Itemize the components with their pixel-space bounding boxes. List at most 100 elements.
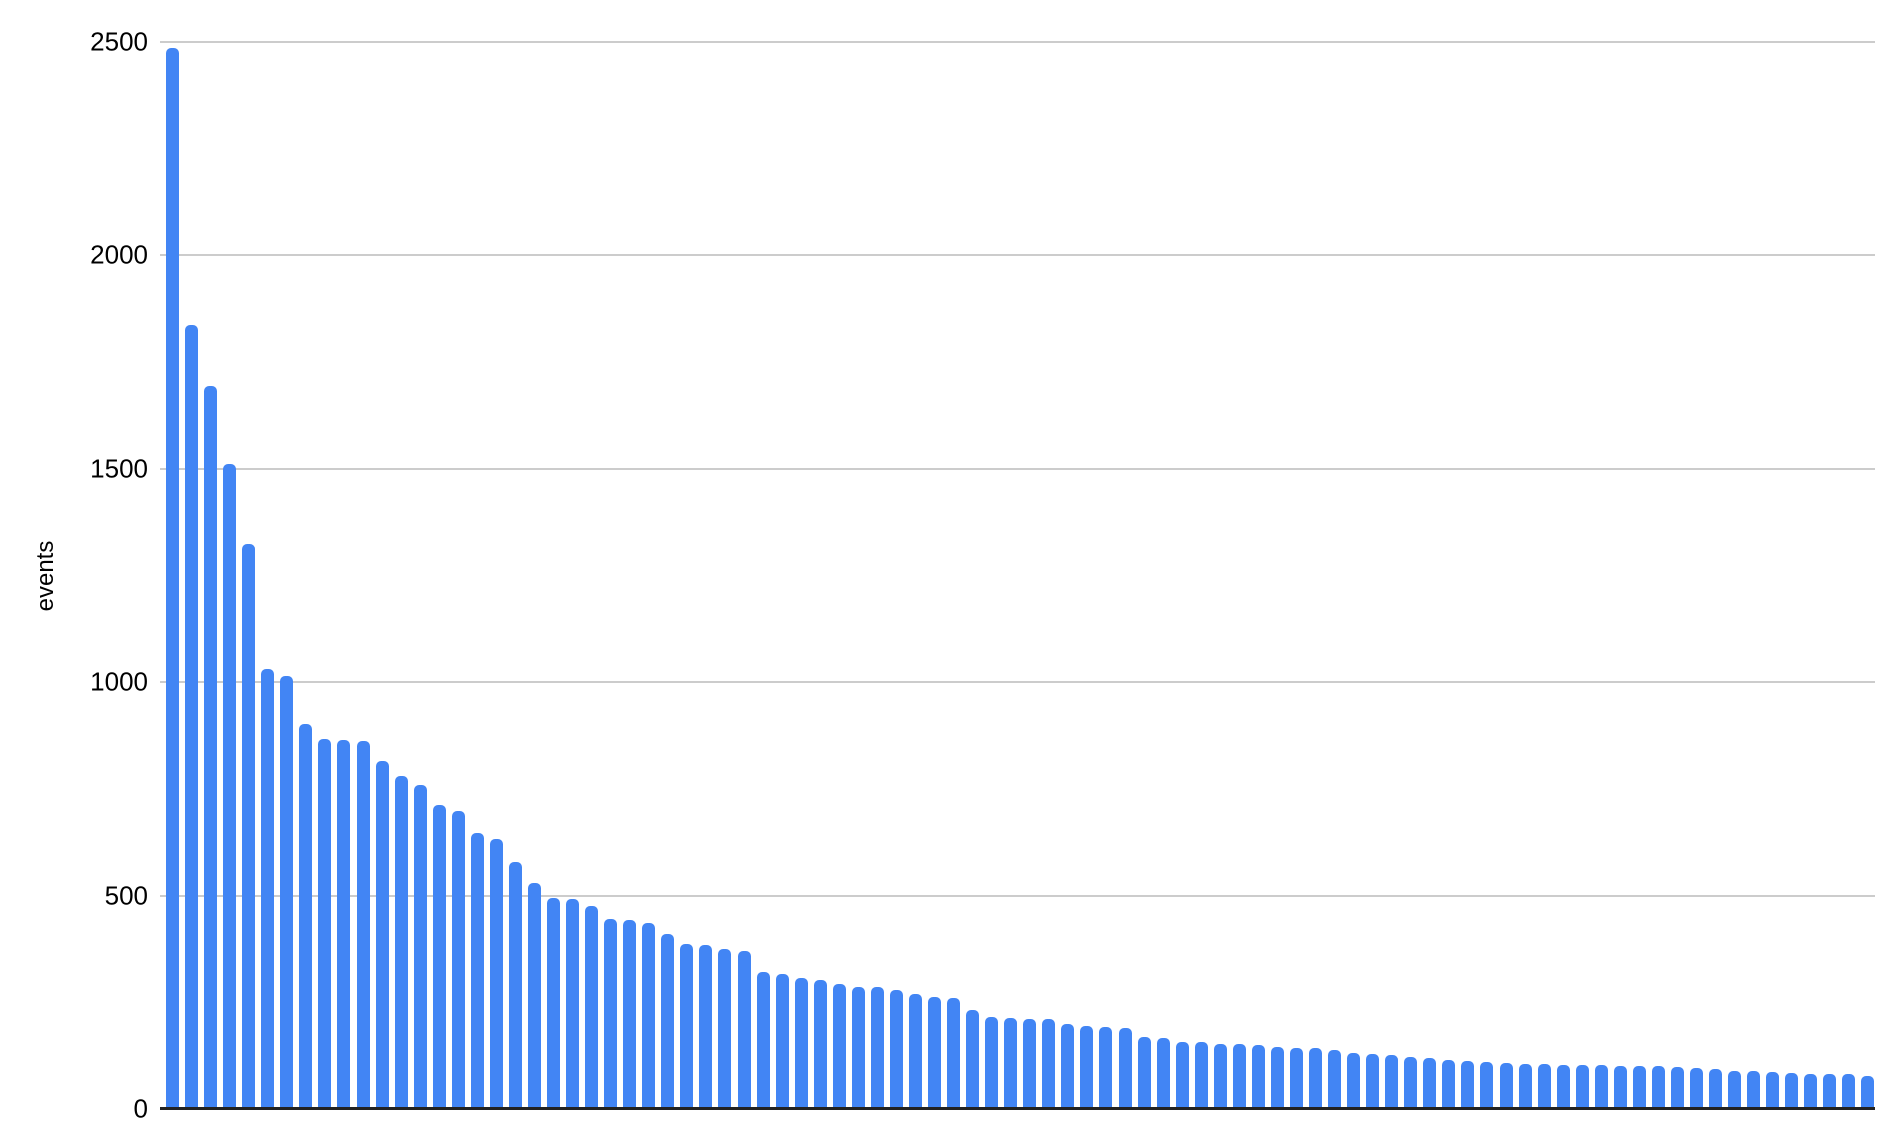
- bar: [1099, 1027, 1113, 1109]
- bar: [642, 922, 656, 1109]
- bar: [947, 997, 961, 1109]
- bar: [508, 862, 522, 1109]
- bar: [623, 920, 637, 1109]
- bar: [1537, 1064, 1551, 1109]
- bar: [1442, 1059, 1456, 1109]
- y-tick-label: 0: [133, 1093, 148, 1124]
- bar: [737, 950, 751, 1109]
- bar: [337, 739, 351, 1109]
- bar: [680, 943, 694, 1109]
- bar: [1213, 1043, 1227, 1109]
- bar: [1861, 1075, 1875, 1109]
- bar: [1651, 1066, 1665, 1109]
- gridline: [160, 467, 1875, 470]
- bar: [432, 804, 446, 1109]
- bar: [1118, 1028, 1132, 1109]
- bar: [1289, 1047, 1303, 1109]
- gridline: [160, 41, 1875, 43]
- y-tick-label: 2000: [90, 239, 148, 270]
- bar: [1575, 1065, 1589, 1109]
- y-tick-label: 1500: [90, 453, 148, 484]
- bar: [261, 669, 275, 1109]
- bar: [1347, 1052, 1361, 1109]
- bar: [489, 838, 503, 1109]
- bar: [985, 1017, 999, 1109]
- bar: [928, 996, 941, 1109]
- bar: [1499, 1062, 1513, 1109]
- bar: [1194, 1042, 1208, 1109]
- bar: [185, 324, 199, 1109]
- y-tick-label: 1000: [90, 666, 148, 697]
- bar: [242, 543, 256, 1109]
- bar: [1137, 1037, 1151, 1109]
- bar: [1632, 1066, 1646, 1109]
- bar: [1175, 1042, 1189, 1109]
- bar: [966, 1009, 980, 1109]
- bar: [1232, 1044, 1246, 1109]
- bar: [1309, 1048, 1322, 1109]
- bar: [1404, 1056, 1418, 1109]
- bar: [566, 898, 580, 1109]
- bar: [1594, 1065, 1608, 1109]
- bar: [413, 784, 427, 1109]
- bar: [1270, 1046, 1284, 1109]
- bar: [1556, 1064, 1570, 1109]
- gridline: [160, 681, 1875, 684]
- bar: [1670, 1067, 1684, 1109]
- bar: [1023, 1018, 1037, 1109]
- bar: [813, 979, 827, 1109]
- gridline: [160, 894, 1875, 897]
- bar: [394, 775, 408, 1109]
- bar: [375, 761, 389, 1109]
- bar: [718, 949, 732, 1109]
- bar: [318, 738, 332, 1109]
- bar: [527, 883, 541, 1109]
- bar: [908, 993, 922, 1109]
- bar: [1328, 1049, 1342, 1109]
- bar: [1156, 1037, 1170, 1109]
- bar: [1061, 1023, 1075, 1109]
- bar: [356, 740, 370, 1109]
- bar: [223, 463, 237, 1109]
- bar: [1690, 1068, 1703, 1109]
- bar: [661, 934, 675, 1109]
- bar: [1785, 1072, 1799, 1109]
- x-axis-line: [160, 1107, 1875, 1110]
- bar: [1042, 1019, 1056, 1109]
- bar: [756, 972, 770, 1109]
- bar: [166, 48, 179, 1109]
- y-tick-label: 2500: [90, 26, 148, 57]
- bar: [870, 987, 884, 1109]
- bar: [889, 990, 903, 1109]
- bar: [585, 906, 599, 1109]
- bar: [1461, 1060, 1475, 1109]
- bar: [1385, 1055, 1399, 1109]
- bar: [604, 918, 618, 1109]
- bar: [1366, 1054, 1380, 1109]
- bar: [1842, 1074, 1856, 1109]
- bar: [1804, 1073, 1818, 1109]
- bar: [470, 832, 484, 1109]
- bar: [280, 676, 294, 1109]
- bar: [1518, 1063, 1532, 1109]
- bar: [1613, 1065, 1627, 1109]
- bar: [299, 724, 313, 1109]
- bar: [775, 973, 789, 1109]
- bar: [547, 897, 560, 1109]
- bar: [1728, 1070, 1742, 1109]
- bar: [1747, 1071, 1761, 1109]
- bar: [1423, 1057, 1437, 1109]
- y-tick-label: 500: [104, 880, 148, 911]
- bar: [451, 810, 465, 1109]
- bar: [1823, 1074, 1837, 1109]
- bar: [1709, 1069, 1723, 1109]
- bar: [699, 944, 713, 1109]
- gridline: [160, 254, 1875, 257]
- y-axis-tick-labels: 0 500 1000 1500 2000 2500: [0, 0, 148, 1146]
- plot-area: [160, 41, 1875, 1110]
- bar: [1080, 1026, 1094, 1109]
- bar: [1480, 1062, 1494, 1109]
- bar: [204, 386, 218, 1109]
- bar: [1251, 1045, 1265, 1109]
